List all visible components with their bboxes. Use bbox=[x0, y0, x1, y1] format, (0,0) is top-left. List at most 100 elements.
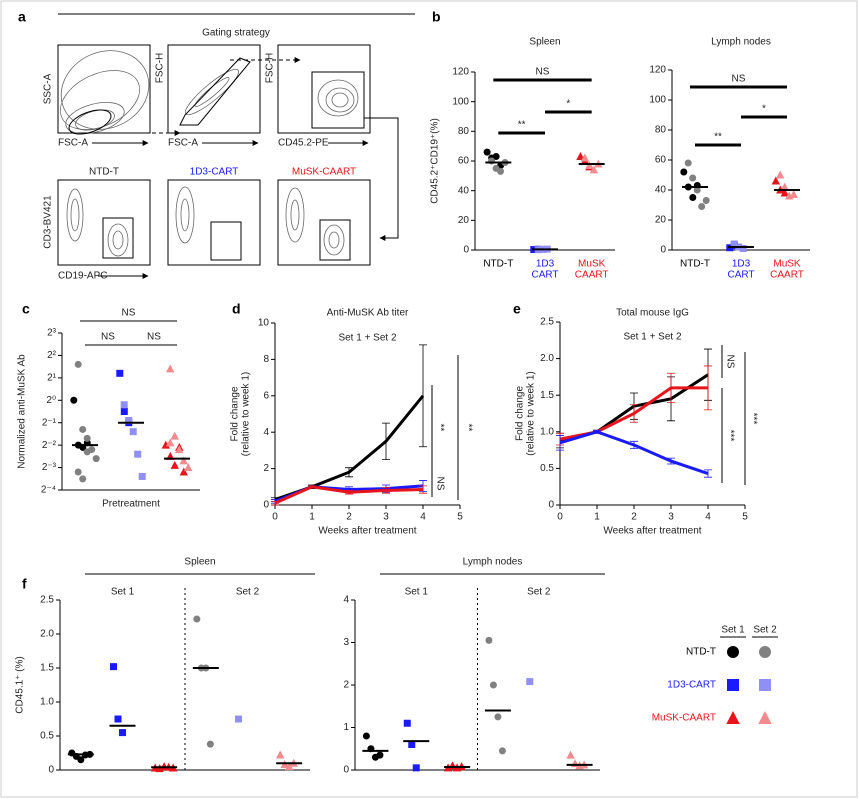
marker bbox=[179, 467, 188, 476]
marker bbox=[170, 460, 179, 469]
marker bbox=[170, 431, 179, 440]
plot-title: 1D3-CART bbox=[190, 167, 239, 178]
marker bbox=[166, 438, 175, 447]
chart-title: Total mouse IgG bbox=[616, 308, 689, 319]
x-tick-label: 1 bbox=[309, 512, 315, 523]
x-tick-label: 1 bbox=[594, 512, 600, 523]
section-label: Set 2 bbox=[527, 587, 551, 598]
axis-label: CD19-APC bbox=[58, 271, 107, 282]
y-tick-label: 120 bbox=[452, 67, 469, 78]
y-tick-label: 10 bbox=[258, 318, 270, 329]
marker bbox=[494, 713, 502, 721]
error-bar bbox=[704, 365, 712, 411]
marker bbox=[403, 719, 411, 727]
legend-label: NTD-T bbox=[686, 647, 716, 658]
significance-label: NS bbox=[122, 308, 136, 319]
significance-label: * bbox=[566, 99, 570, 110]
error-bar bbox=[630, 404, 638, 423]
x-axis-label: Pretreatment bbox=[102, 499, 160, 510]
marker bbox=[275, 750, 285, 759]
legend-header: Set 2 bbox=[753, 625, 777, 636]
marker bbox=[739, 245, 747, 252]
marker bbox=[759, 646, 771, 658]
axis-label: FSC-H bbox=[265, 53, 276, 84]
y-axis-label: (relative to week 1) bbox=[526, 371, 537, 455]
chart-title: Spleen bbox=[529, 37, 560, 48]
error-bar bbox=[271, 500, 279, 506]
y-tick-label: 1.5 bbox=[540, 390, 554, 401]
marker bbox=[119, 729, 126, 737]
marker bbox=[125, 416, 133, 424]
y-tick-label: 0 bbox=[463, 245, 469, 256]
error-bar bbox=[345, 490, 353, 495]
significance-label: * bbox=[762, 104, 766, 115]
significance-label: NS bbox=[536, 67, 550, 78]
panel-letter: e bbox=[513, 301, 521, 317]
y-tick-label: 1.0 bbox=[40, 697, 54, 708]
significance-label: NS bbox=[434, 477, 445, 491]
significance-label: NS bbox=[101, 332, 115, 343]
x-tick-label: 3 bbox=[668, 512, 674, 523]
marker bbox=[114, 715, 122, 723]
significance-label: ** bbox=[518, 120, 526, 131]
chart-title: Lymph nodes bbox=[463, 557, 523, 568]
y-tick-label: 60 bbox=[458, 156, 470, 167]
marker bbox=[161, 440, 170, 449]
y-tick-label: 40 bbox=[655, 185, 667, 196]
marker bbox=[193, 615, 201, 623]
marker bbox=[116, 369, 124, 377]
legend-header: Set 1 bbox=[721, 625, 745, 636]
marker bbox=[566, 750, 575, 759]
error-bar bbox=[630, 440, 638, 450]
x-axis-label: Weeks after treatment bbox=[318, 526, 416, 537]
section-label: Set 1 bbox=[111, 587, 135, 598]
y-tick-label: 3 bbox=[343, 637, 349, 648]
x-tick-label: 4 bbox=[705, 512, 711, 523]
y-tick-label: 4 bbox=[343, 595, 349, 606]
marker bbox=[79, 425, 87, 433]
marker bbox=[727, 646, 739, 658]
marker bbox=[684, 159, 692, 167]
marker bbox=[489, 681, 497, 689]
flow-plot bbox=[277, 179, 371, 266]
error-bar bbox=[345, 467, 353, 478]
y-tick-label: 2⁻⁴ bbox=[41, 485, 56, 496]
marker bbox=[166, 364, 175, 373]
panel-letter: a bbox=[18, 9, 26, 25]
chart-title: Spleen bbox=[184, 557, 215, 568]
marker bbox=[759, 679, 771, 691]
y-tick-label: 6 bbox=[263, 390, 269, 401]
significance-label: NS bbox=[732, 74, 746, 85]
section-label: Set 2 bbox=[236, 587, 260, 598]
chart-subtitle: Set 1 + Set 2 bbox=[623, 332, 682, 343]
marker bbox=[134, 450, 142, 458]
y-tick-label: 8 bbox=[263, 354, 269, 365]
x-tick-label: MuSK bbox=[578, 259, 606, 270]
marker bbox=[730, 240, 738, 248]
marker bbox=[789, 190, 798, 198]
axis-label: SSC-A bbox=[43, 73, 54, 104]
marker bbox=[408, 741, 416, 748]
marker bbox=[780, 182, 789, 191]
contours bbox=[66, 186, 351, 261]
y-tick-label: 80 bbox=[458, 126, 470, 137]
y-tick-label: 0 bbox=[263, 500, 269, 511]
y-axis-label: (relative to week 1) bbox=[241, 372, 252, 456]
x-tick-label: CAART bbox=[575, 270, 609, 281]
x-tick-label: NTD-T bbox=[680, 259, 710, 270]
marker bbox=[74, 468, 82, 476]
marker bbox=[120, 401, 128, 409]
chart-title: Anti-MuSK Ab titer bbox=[327, 308, 409, 319]
error-bar bbox=[382, 487, 390, 494]
marker bbox=[175, 445, 184, 454]
y-tick-label: 1 bbox=[343, 722, 349, 733]
error-bar bbox=[667, 457, 675, 465]
y-tick-label: 1.0 bbox=[540, 426, 554, 437]
x-tick-label: NTD-T bbox=[483, 259, 513, 270]
y-tick-label: 2⁰ bbox=[46, 395, 56, 406]
marker bbox=[689, 194, 697, 201]
marker bbox=[485, 636, 493, 644]
marker bbox=[179, 456, 188, 465]
marker bbox=[776, 170, 785, 179]
